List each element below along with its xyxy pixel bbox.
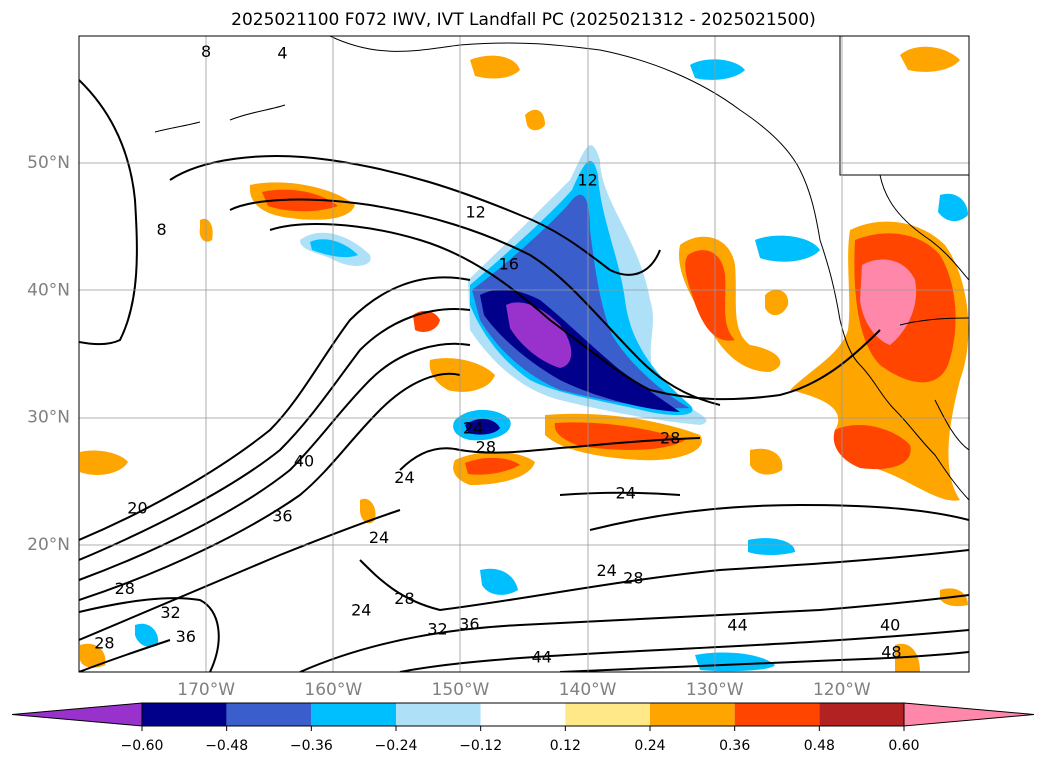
contour-label: 28	[394, 589, 414, 608]
contour-label: 40	[294, 452, 314, 471]
contour-label: 28	[623, 569, 643, 588]
contour-label: 32	[427, 620, 447, 639]
colorbar-tick-label: −0.24	[375, 738, 418, 754]
lon-tick-label: 170°W	[177, 680, 235, 700]
contour-label: 8	[157, 220, 167, 239]
lon-tick-label: 130°W	[686, 680, 744, 700]
contour-label: 24	[463, 419, 483, 438]
contour-label: 44	[532, 648, 552, 667]
plume-purple	[506, 302, 572, 368]
contour-label: 28	[94, 634, 114, 653]
map-title: 2025021100 F072 IWV, IVT Landfall PC (20…	[231, 10, 816, 30]
colorbar-tick-label: 0.60	[888, 738, 919, 754]
contour-label: 20	[127, 499, 147, 518]
contour-label: 36	[272, 506, 292, 525]
plot-border	[78, 35, 970, 673]
lat-tick-label: 20°N	[27, 535, 70, 555]
colorbar-tick-label: 0.12	[550, 738, 581, 754]
contour-label: 28	[660, 429, 680, 448]
colorbar-segment	[142, 703, 227, 726]
colorbar-segment	[396, 703, 481, 726]
lat-axis-labels: 50°N 40°N 30°N 20°N	[27, 153, 70, 555]
lon-tick-label: 150°W	[432, 680, 490, 700]
lat-tick-label: 40°N	[27, 280, 70, 300]
lon-tick-label: 140°W	[559, 680, 617, 700]
contour-label: 16	[499, 254, 519, 273]
contour-label: 24	[616, 483, 636, 502]
colorbar-segment	[311, 703, 396, 726]
colorbar-extend-low	[11, 702, 143, 727]
colorbar-segment	[734, 703, 820, 726]
contour-label: 48	[881, 642, 901, 661]
colorbar-tick-label: −0.60	[121, 738, 164, 754]
colorbar-segment	[819, 703, 904, 726]
colorbar-segment	[565, 703, 650, 726]
contour-label: 44	[727, 616, 747, 635]
contour-label: 24	[351, 600, 371, 619]
contour-label: 12	[466, 202, 486, 221]
contour-label: 28	[115, 579, 135, 598]
colorbar-segment	[480, 703, 566, 726]
contour-label: 24	[596, 561, 616, 580]
coastlines	[154, 36, 969, 501]
landfall-pink	[860, 259, 917, 345]
contour-label: 40	[880, 616, 900, 635]
contour-label: 24	[394, 468, 414, 487]
lat-tick-label: 50°N	[27, 153, 70, 173]
lon-tick-label: 160°W	[304, 680, 362, 700]
colorbar-extend-high	[903, 702, 1035, 727]
contour-label: 24	[369, 528, 389, 547]
contour-label: 8	[201, 42, 211, 61]
contour-label: 36	[459, 614, 479, 633]
shading-layer	[80, 46, 969, 672]
lon-tick-label: 120°W	[813, 680, 871, 700]
gridlines	[79, 36, 969, 672]
colorbar-tick-label: 0.48	[804, 738, 835, 754]
colorbar-tick-label: −0.36	[290, 738, 333, 754]
colorbar-tick-label: 0.24	[634, 738, 665, 754]
colorbar-outline	[141, 702, 905, 727]
colorbar-tick-label: −0.48	[205, 738, 248, 754]
lon-axis-labels: 170°W 160°W 150°W 140°W 130°W 120°W	[177, 680, 871, 700]
contour-label: 28	[476, 438, 496, 457]
contour-label: 32	[160, 603, 180, 622]
colorbar-segment	[650, 703, 735, 726]
iwv-contours	[79, 79, 969, 672]
lat-tick-label: 30°N	[27, 408, 70, 428]
contour-label: 4	[277, 43, 287, 62]
colorbar: −0.60 −0.48 −0.36 −0.24 −0.12 0.12 0.24 0.36 0.4…	[11, 702, 1035, 754]
colorbar-tick-label: 0.36	[719, 738, 750, 754]
contour-label: 36	[176, 627, 196, 646]
colorbar-tick-label: −0.12	[459, 738, 502, 754]
contour-label: 12	[577, 171, 597, 190]
colorbar-segment	[226, 703, 312, 726]
